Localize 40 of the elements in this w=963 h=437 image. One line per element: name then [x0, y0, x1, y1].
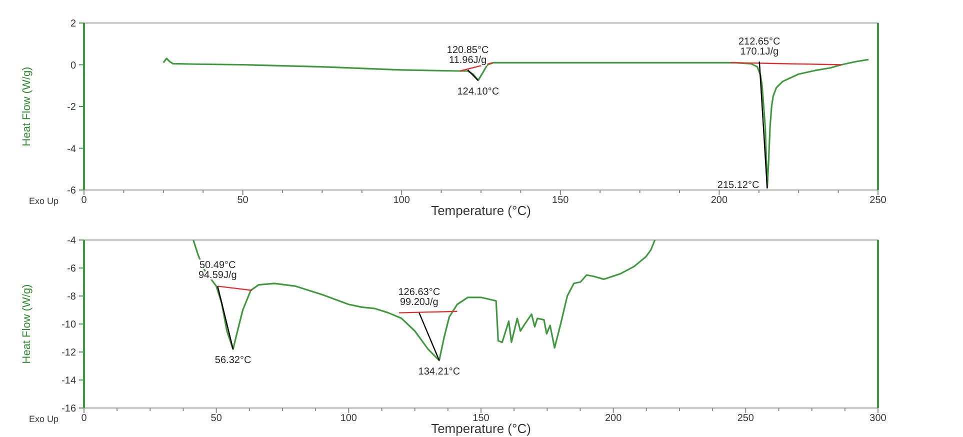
x-tick-label: 200 — [604, 413, 622, 424]
text: Exo Up — [29, 196, 59, 206]
y-tick-label: -12 — [62, 348, 76, 358]
x-tick-label: 0 — [81, 413, 88, 424]
y-tick-label: -14 — [62, 376, 76, 386]
y-tick-label: 2 — [70, 18, 76, 30]
y-tick-label: 0 — [70, 60, 76, 72]
y-tick-label: -6 — [67, 186, 76, 196]
x-tick-label: 300 — [870, 413, 887, 424]
annotation: 126.63°C 99.20J/g — [398, 286, 440, 308]
x-tick-label: 100 — [393, 195, 410, 206]
x-axis-title: Temperature (°C) — [431, 421, 531, 436]
y-tick-label: -2 — [67, 102, 76, 113]
annotation: 134.21°C — [418, 366, 460, 378]
annotation: 212.65°C 170.1J/g — [738, 36, 780, 58]
x-tick-label: 50 — [237, 195, 249, 206]
y-tick-label: -4 — [67, 236, 76, 246]
x-tick-label: 150 — [472, 413, 490, 424]
y-tick-label: -10 — [62, 320, 76, 330]
x-axis-title: Temperature (°C) — [431, 203, 531, 218]
y-tick-label: -4 — [67, 144, 76, 155]
y-axis-title: Heat Flow (W/g) — [21, 284, 33, 364]
line-series — [192, 239, 656, 362]
text: Exo Up — [29, 414, 59, 424]
x-tick-label: 200 — [710, 195, 728, 206]
x-tick-label: 100 — [340, 413, 358, 424]
x-tick-label: 150 — [552, 195, 570, 206]
annotation: 56.32°C — [214, 355, 252, 366]
x-tick-label: 50 — [210, 413, 222, 424]
y-tick-label: -6 — [67, 264, 76, 274]
annotation: 215.12°C — [717, 180, 760, 191]
annotation: 120.85°C 11.96J/g — [446, 45, 489, 66]
x-tick-label: 0 — [81, 195, 88, 206]
y-axis-title: Heat Flow (W/g) — [21, 66, 33, 146]
x-tick-label: 250 — [870, 195, 887, 206]
x-tick-label: 250 — [737, 413, 754, 424]
y-tick-label: -8 — [67, 292, 76, 302]
line-series — [162, 58, 870, 189]
y-tick-label: -16 — [62, 404, 76, 414]
annotation: 124.10°C — [457, 86, 500, 98]
